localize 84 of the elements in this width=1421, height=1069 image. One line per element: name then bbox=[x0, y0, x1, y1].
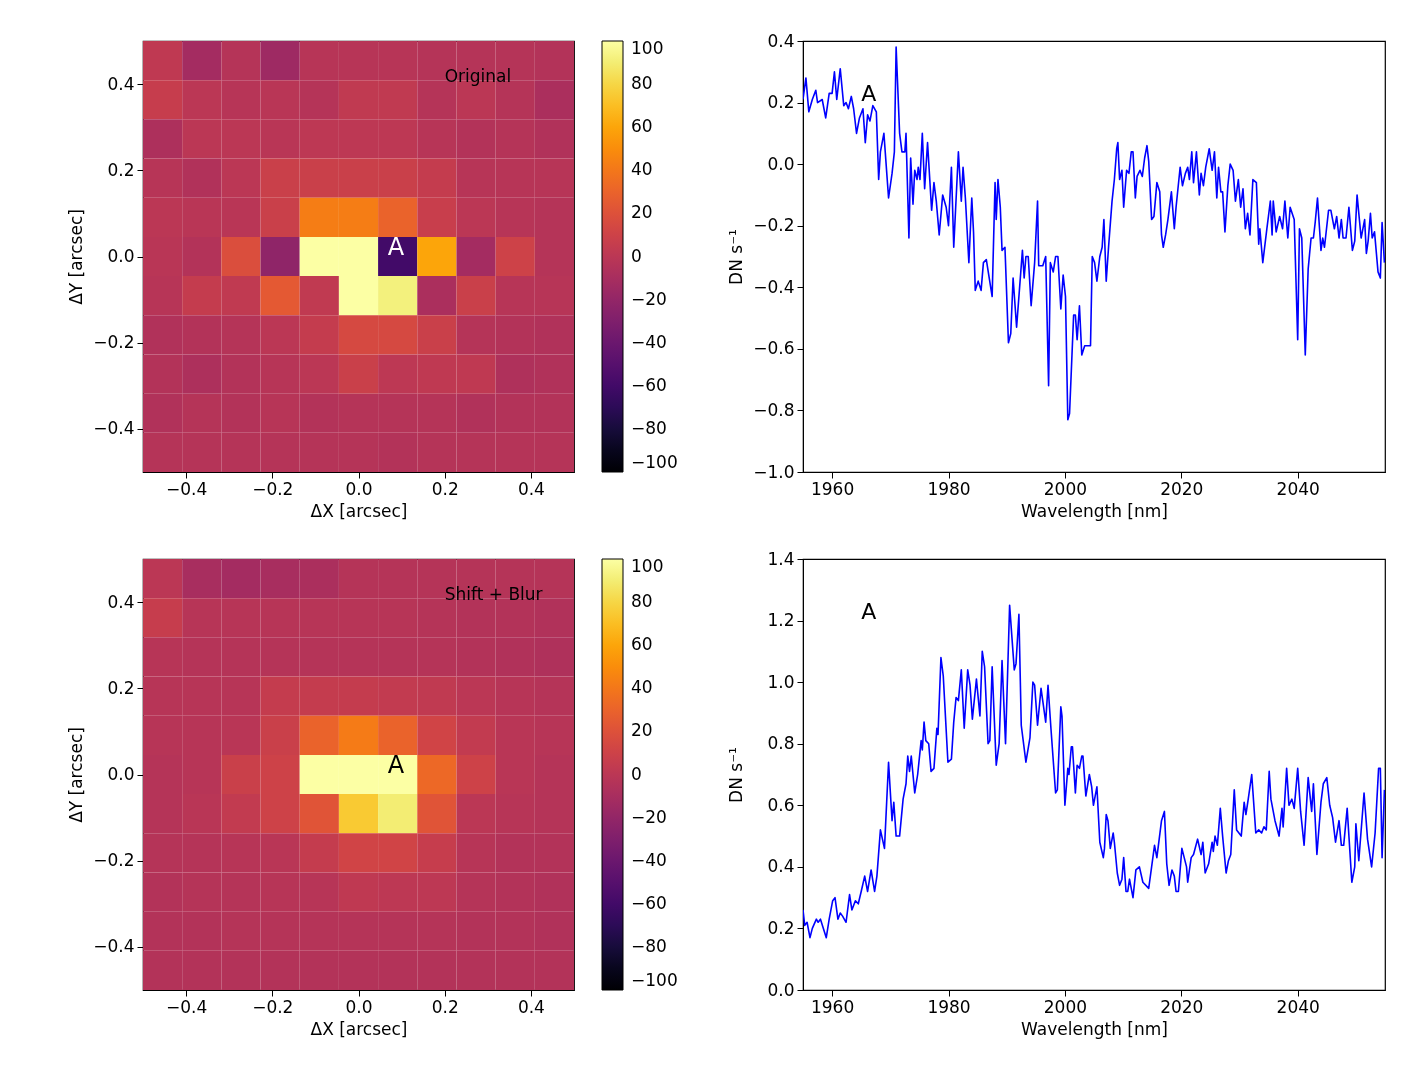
color-bar-label: −100 bbox=[631, 452, 678, 472]
color-bar-label: −40 bbox=[631, 849, 667, 870]
y-tick-label: 0.4 bbox=[107, 73, 135, 94]
color-bar-label: −40 bbox=[631, 331, 667, 352]
color-bar-label: 100 bbox=[631, 38, 664, 58]
x-tick-label: 1980 bbox=[927, 996, 971, 1017]
color-bar-label: −20 bbox=[631, 806, 667, 827]
color-bar-label: 0 bbox=[631, 763, 642, 784]
x-tick-label: −0.4 bbox=[165, 478, 208, 499]
x-tick-label: 2000 bbox=[1043, 996, 1088, 1017]
color-bar-label: −20 bbox=[631, 288, 667, 309]
x-tick-label: −0.4 bbox=[165, 996, 208, 1017]
annotation: A bbox=[861, 599, 877, 625]
x-tick-label: 1960 bbox=[810, 996, 855, 1017]
color-bar-label: 80 bbox=[631, 73, 653, 94]
x-tick-label: 0.2 bbox=[431, 478, 459, 499]
y-tick-label: −0.2 bbox=[93, 332, 135, 353]
x-tick-label: 2040 bbox=[1276, 478, 1320, 499]
color-bar-label: 80 bbox=[631, 591, 653, 612]
x-axis-title: Wavelength [nm] bbox=[1021, 1018, 1168, 1039]
color-bar-label: −60 bbox=[631, 374, 667, 395]
annotation: A bbox=[861, 81, 877, 107]
y-tick-label: 0.0 bbox=[767, 153, 795, 174]
x-tick-label: 2020 bbox=[1160, 996, 1204, 1017]
x-tick-label: 2040 bbox=[1276, 996, 1320, 1017]
x-axis-title: ΔX [arcsec] bbox=[310, 500, 408, 521]
annotation: A bbox=[387, 750, 405, 779]
x-tick-label: 1980 bbox=[927, 478, 971, 499]
color-bar-label: −60 bbox=[631, 892, 667, 913]
y-tick-label: −0.4 bbox=[93, 418, 135, 439]
y-tick-label: 0.6 bbox=[767, 794, 795, 815]
y-tick-label: 0.0 bbox=[107, 764, 135, 784]
color-bar-label: 20 bbox=[631, 720, 653, 741]
annotation: Original bbox=[444, 65, 512, 86]
x-tick-label: 0.0 bbox=[345, 478, 373, 499]
x-tick-label: 2020 bbox=[1160, 478, 1204, 499]
y-tick-label: −0.4 bbox=[93, 936, 135, 957]
annotation: A bbox=[387, 232, 405, 261]
x-tick-label: −0.2 bbox=[252, 996, 294, 1017]
x-axis-title: Wavelength [nm] bbox=[1021, 500, 1168, 521]
y-tick-label: 0.4 bbox=[767, 856, 795, 877]
x-tick-label: 2000 bbox=[1043, 478, 1088, 499]
x-tick-label: 1960 bbox=[810, 478, 855, 499]
y-axis-title: DN s⁻¹ bbox=[725, 229, 746, 285]
x-tick-label: 0.4 bbox=[517, 478, 545, 499]
x-tick-label: −0.2 bbox=[252, 478, 294, 499]
line-series bbox=[803, 604, 1385, 939]
y-tick-label: −0.2 bbox=[93, 850, 135, 871]
y-axis-title: ΔY [arcsec] bbox=[65, 209, 86, 305]
y-tick-label: 0.2 bbox=[107, 677, 135, 698]
color-bar-label: −80 bbox=[631, 417, 667, 438]
x-tick-label: 0.0 bbox=[345, 996, 373, 1017]
color-bar-label: 40 bbox=[631, 677, 653, 698]
y-tick-label: −0.8 bbox=[753, 399, 795, 420]
y-tick-label: −0.4 bbox=[753, 276, 795, 297]
color-bar-label: −100 bbox=[631, 970, 678, 990]
y-tick-label: 0.2 bbox=[107, 159, 135, 180]
x-axis-title: ΔX [arcsec] bbox=[310, 1018, 408, 1039]
y-tick-label: 0.0 bbox=[767, 979, 795, 1000]
color-bar-label: 100 bbox=[631, 556, 664, 576]
y-tick-label: 1.0 bbox=[767, 671, 795, 692]
color-bar-label: 40 bbox=[631, 159, 653, 180]
y-tick-label: 1.4 bbox=[767, 548, 795, 569]
y-tick-label: 0.4 bbox=[107, 591, 135, 612]
y-tick-label: 0.2 bbox=[767, 92, 795, 113]
color-bar-label: 0 bbox=[631, 245, 642, 266]
y-tick-label: −0.6 bbox=[753, 338, 795, 359]
annotation: Shift + Blur bbox=[444, 583, 543, 604]
y-axis-title: DN s⁻¹ bbox=[725, 747, 746, 803]
y-tick-label: 0.0 bbox=[107, 246, 135, 266]
line-series bbox=[803, 46, 1385, 421]
y-tick-label: 0.2 bbox=[767, 917, 795, 938]
color-bar-label: −80 bbox=[631, 935, 667, 956]
y-tick-label: −1.0 bbox=[753, 461, 795, 482]
y-axis-title: ΔY [arcsec] bbox=[65, 727, 86, 823]
color-bar-label: 60 bbox=[631, 634, 653, 655]
color-bar-label: 20 bbox=[631, 202, 653, 223]
y-tick-label: 0.4 bbox=[767, 30, 795, 51]
color-bar-label: 60 bbox=[631, 116, 653, 137]
y-tick-label: 0.8 bbox=[767, 733, 795, 754]
y-tick-label: 1.2 bbox=[767, 610, 795, 631]
y-tick-label: −0.2 bbox=[753, 215, 795, 236]
x-tick-label: 0.2 bbox=[431, 996, 459, 1017]
x-tick-label: 0.4 bbox=[517, 996, 545, 1017]
